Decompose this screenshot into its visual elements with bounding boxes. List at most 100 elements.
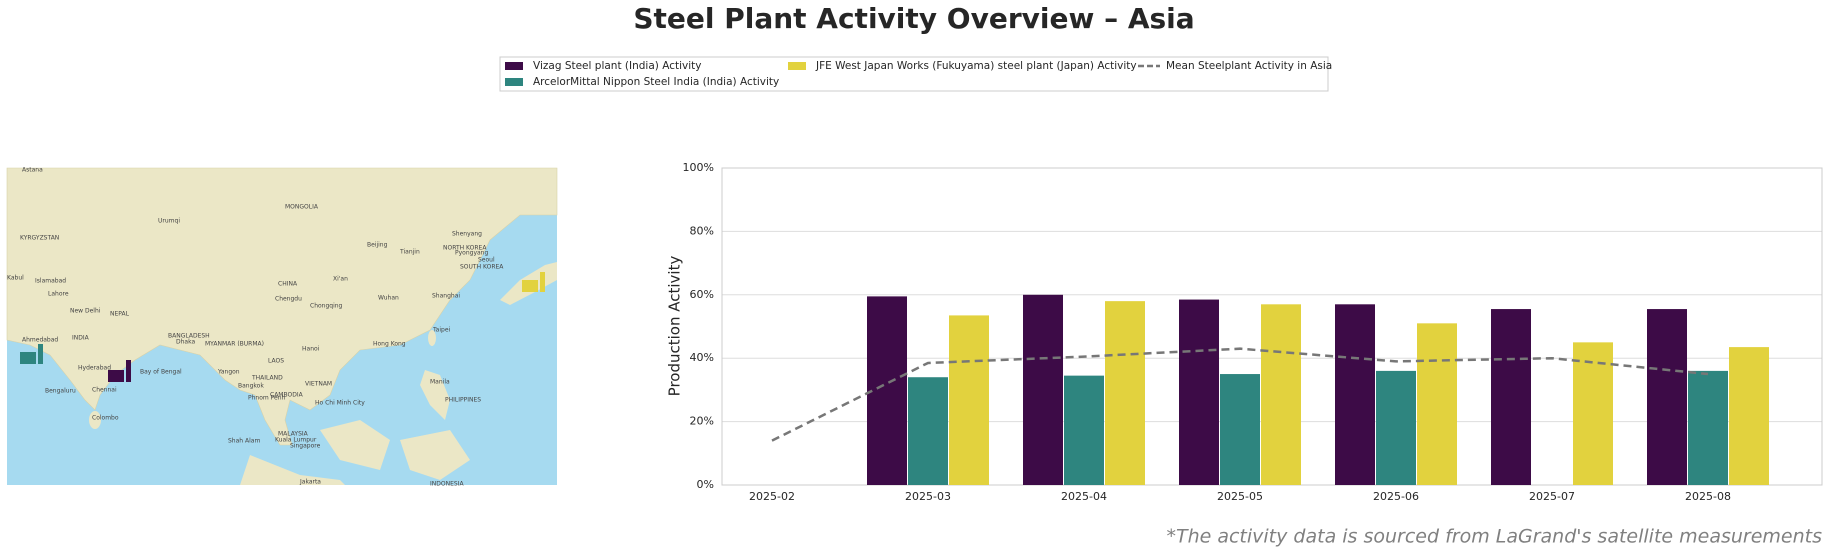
map-label: MALAYSIA — [278, 431, 309, 438]
legend-label: JFE West Japan Works (Fukuyama) steel pl… — [815, 60, 1137, 72]
map-island — [320, 420, 390, 470]
legend-label: Vizag Steel plant (India) Activity — [533, 60, 701, 72]
map-label: Ho Chi Minh City — [315, 400, 365, 407]
bar — [1335, 304, 1375, 485]
map-label: MYANMAR (BURMA) — [205, 341, 264, 348]
map-label: MONGOLIA — [285, 204, 319, 211]
map-label: THAILAND — [251, 375, 283, 382]
map-land — [6, 167, 558, 446]
y-tick-label: 100% — [683, 161, 714, 174]
map-label: Chongqing — [310, 303, 343, 310]
bar — [1179, 299, 1219, 485]
map-label: PHILIPPINES — [445, 397, 481, 404]
map-label: NEPAL — [110, 311, 130, 318]
y-tick-label: 20% — [690, 415, 714, 428]
map-label: Lahore — [48, 291, 69, 298]
map-label: CAMBODIA — [270, 392, 304, 399]
legend-swatch — [788, 62, 806, 70]
map-label: Hyderabad — [78, 365, 111, 372]
map-label: KYRGYZSTAN — [20, 235, 59, 242]
map-label: Manila — [430, 379, 450, 386]
legend-box — [499, 56, 1329, 92]
map-label: Beijing — [367, 242, 388, 249]
map-island — [240, 455, 345, 485]
x-tick-label: 2025-02 — [749, 490, 795, 503]
map-island — [400, 430, 470, 480]
map-label: Bay of Bengal — [140, 369, 182, 376]
bar — [1261, 304, 1301, 485]
map-label: SOUTH KOREA — [460, 264, 504, 271]
x-tick-label: 2025-06 — [1373, 490, 1419, 503]
bar — [1688, 370, 1728, 485]
map-label: Seoul — [478, 257, 495, 264]
map-label: INDONESIA — [430, 481, 464, 488]
map-label: Kuala Lumpur — [275, 437, 317, 444]
map-label: Yangon — [217, 369, 240, 376]
x-tick-label: 2025-03 — [905, 490, 951, 503]
map: Astana MONGOLIA Urumqi KYRGYZSTAN CHINA Beiji… — [6, 167, 558, 488]
map-label: CHINA — [278, 281, 298, 288]
map-label: Shah Alam — [228, 438, 260, 445]
bar — [1491, 309, 1531, 485]
chart-title: Steel Plant Activity Overview – Asia — [633, 2, 1194, 35]
map-label: Bangkok — [238, 383, 264, 390]
plant-icon — [20, 344, 43, 364]
bar — [1064, 375, 1104, 485]
map-label: Tianjin — [399, 249, 420, 256]
bar — [1105, 301, 1145, 485]
x-tick-label: 2025-04 — [1061, 490, 1107, 503]
map-label: Urumqi — [158, 218, 180, 225]
x-tick-label: 2025-08 — [1685, 490, 1731, 503]
map-label: Hong Kong — [373, 341, 406, 348]
map-label: Chengdu — [275, 296, 302, 303]
bar — [1023, 294, 1063, 485]
map-label: Chennai — [92, 387, 117, 394]
y-tick-label: 60% — [690, 288, 714, 301]
map-label: Hanoi — [302, 346, 320, 353]
map-label: Shanghai — [432, 293, 460, 300]
map-label: Xi'an — [333, 276, 348, 283]
map-label: VIETNAM — [305, 381, 332, 388]
legend-label: ArcelorMittal Nippon Steel India (India)… — [533, 76, 779, 88]
y-tick-label: 0% — [697, 478, 714, 491]
footnote: *The activity data is sourced from LaGra… — [1166, 526, 1822, 548]
map-island — [420, 370, 450, 420]
map-label: Singapore — [290, 443, 321, 450]
map-label: Jakarta — [299, 479, 321, 486]
y-tick-label: 40% — [690, 351, 714, 364]
map-label: Taipei — [432, 327, 451, 334]
legend-label: Mean Steelplant Activity in Asia — [1166, 60, 1332, 72]
map-label: Ahmedabad — [22, 337, 58, 344]
map-label: Phnom Penh — [248, 395, 286, 402]
x-tick-label: 2025-05 — [1217, 490, 1263, 503]
mean-line — [771, 347, 1709, 442]
map-label: Bengaluru — [45, 388, 76, 395]
plant-icon — [108, 360, 131, 382]
map-label: New Delhi — [70, 308, 101, 315]
y-tick-label: 80% — [690, 224, 714, 237]
map-label: BANGLADESH — [168, 333, 210, 340]
map-label: Dhaka — [176, 339, 195, 346]
map-island — [428, 330, 436, 346]
bar — [908, 377, 948, 485]
legend-swatch — [505, 78, 523, 86]
bar — [1417, 323, 1457, 485]
y-axis-label: Production Activity — [666, 256, 684, 397]
map-label: Wuhan — [378, 295, 399, 302]
legend-swatch — [505, 62, 523, 70]
bar — [1220, 374, 1260, 485]
map-island — [89, 411, 101, 429]
bar — [949, 315, 989, 485]
map-label: NORTH KOREA — [443, 245, 487, 252]
bar — [1573, 342, 1613, 485]
map-label: Pyongyang — [455, 250, 488, 257]
bar — [1729, 347, 1769, 485]
map-label: LAOS — [268, 358, 284, 365]
bar — [1647, 309, 1687, 485]
map-label: Shenyang — [452, 231, 482, 238]
map-label: Kabul — [7, 275, 24, 282]
bar — [867, 296, 907, 485]
map-label: Astana — [22, 167, 43, 174]
map-label: Colombo — [92, 415, 119, 422]
